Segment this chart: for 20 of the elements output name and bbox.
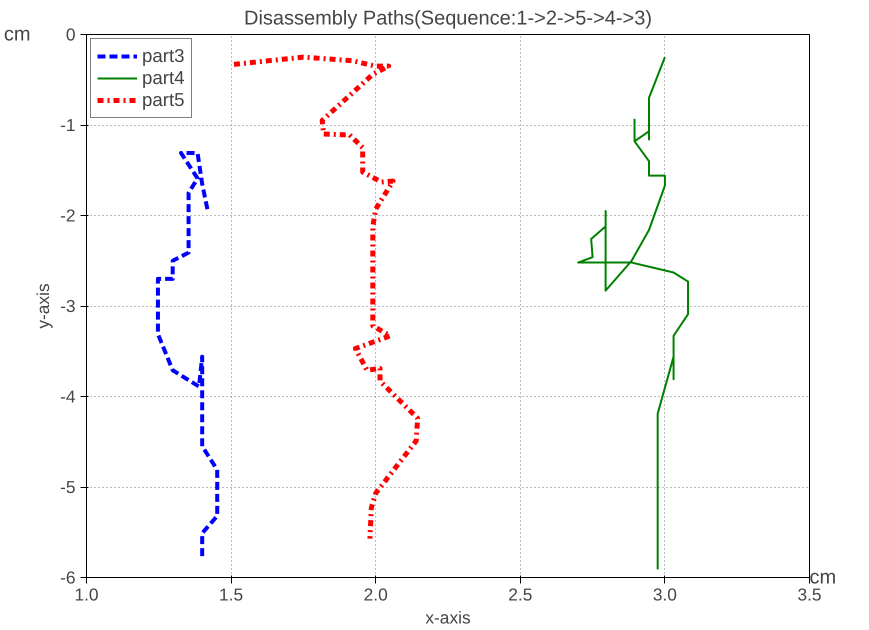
y-tick-label: -1 xyxy=(60,115,76,135)
y-tick-label: -5 xyxy=(60,477,76,497)
x-tick-label: 1.5 xyxy=(219,584,244,604)
x-tick-label: 1.0 xyxy=(74,584,99,604)
line-series xyxy=(577,56,690,570)
chart-title: Disassembly Paths(Sequence:1->2->5->4->3) xyxy=(244,8,652,30)
legend-label: part3 xyxy=(142,45,185,67)
x-tick-label: 2.0 xyxy=(364,584,388,604)
x-tick-label: 2.5 xyxy=(508,584,532,604)
y-axis-title: y-axis xyxy=(33,283,54,329)
y-tick-label: -2 xyxy=(60,206,76,226)
x-axis-title: x-axis xyxy=(425,608,471,628)
x-tick-label: 3.0 xyxy=(652,584,677,604)
y-tick-label: 0 xyxy=(66,24,76,44)
text: cm xyxy=(4,24,31,46)
y-tick-label: -3 xyxy=(60,296,76,316)
y-tick-label: -4 xyxy=(60,386,76,406)
legend-label: part4 xyxy=(142,67,185,89)
legend-label: part5 xyxy=(142,89,185,111)
y-tick-label: -6 xyxy=(60,568,76,588)
